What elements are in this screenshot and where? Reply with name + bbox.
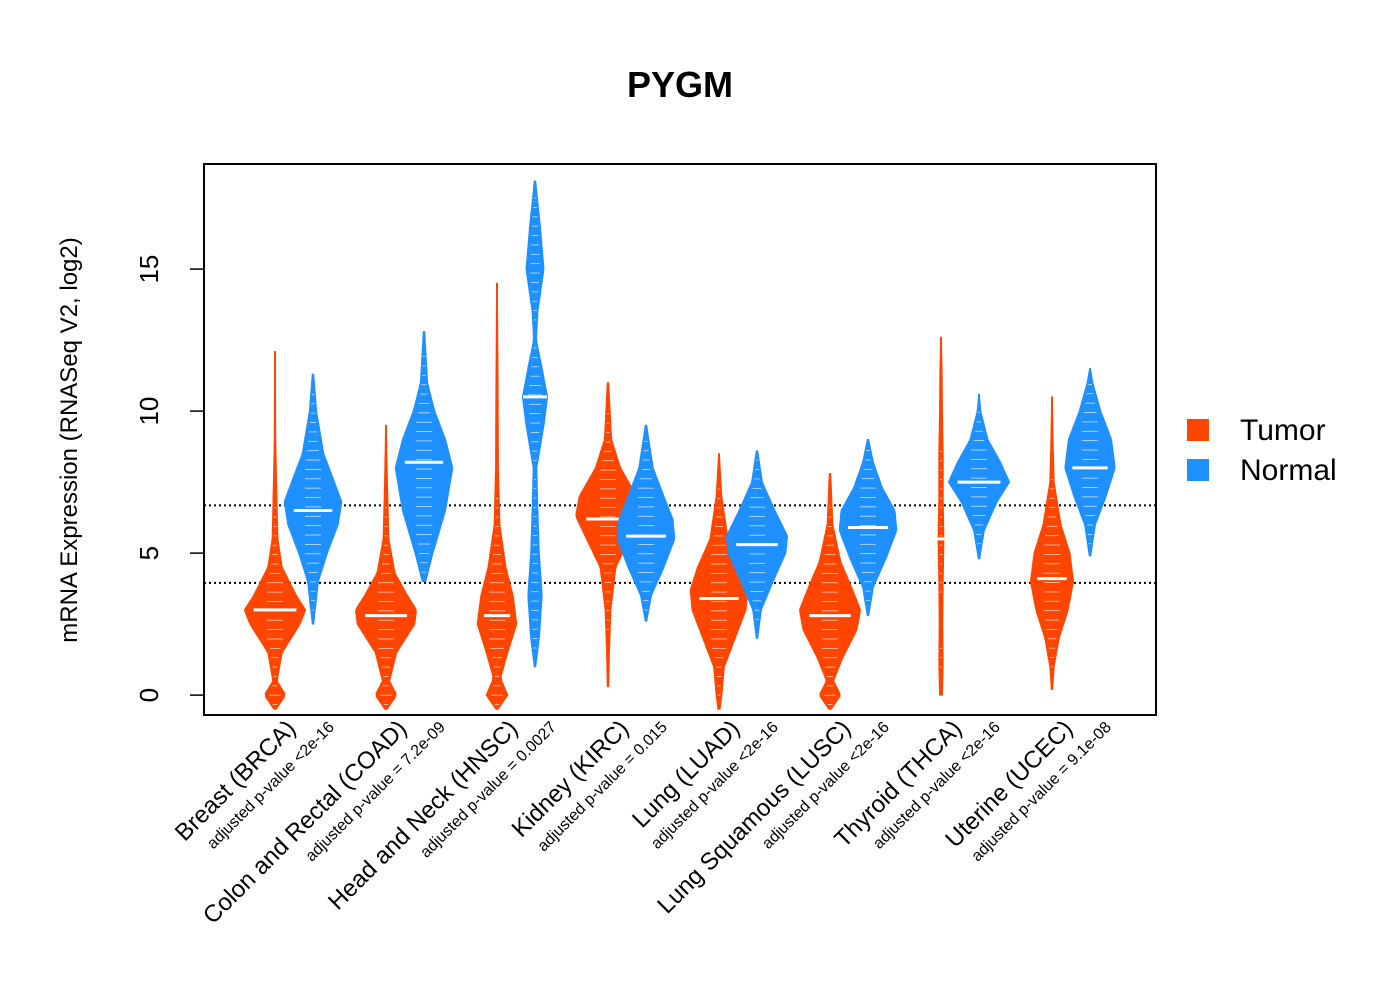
violin-normal-5 <box>725 450 789 639</box>
violin-tumor-8 <box>1029 396 1075 690</box>
plot-frame <box>203 163 1157 716</box>
violin-tumor-7 <box>929 336 953 696</box>
violin-normal-4 <box>616 424 676 622</box>
y-tick-label: 5 <box>134 546 164 560</box>
violin-normal-8 <box>1064 368 1116 557</box>
violin-normal-4-body <box>616 424 676 622</box>
violin-tumor-6 <box>798 473 862 710</box>
legend-swatch-normal <box>1187 459 1209 481</box>
violin-normal-1-body <box>283 373 343 625</box>
violin-normal-2-body <box>394 331 454 582</box>
violin-tumor-3-body <box>476 282 518 710</box>
violin-tumor-8-body <box>1029 396 1075 690</box>
violin-tumor-6-body <box>798 473 862 710</box>
violins <box>243 180 1116 710</box>
chart-title: PYGM <box>627 64 733 105</box>
violin-normal-7 <box>947 393 1011 560</box>
violin-tumor-2-body <box>355 424 417 710</box>
violin-tumor-7-body <box>937 336 945 696</box>
violin-tumor-5-body <box>689 453 749 710</box>
legend: Tumor Normal <box>1187 414 1337 487</box>
violin-tumor-3 <box>476 282 518 710</box>
x-axis-labels: Breast (BRCA)adjusted p-value <2e-16Colo… <box>170 715 1115 929</box>
violin-normal-8-body <box>1064 368 1116 557</box>
y-tick-label: 15 <box>134 255 164 284</box>
violin-tumor-4-body <box>575 382 641 688</box>
y-tick-label: 10 <box>134 397 164 426</box>
violin-tumor-1-body <box>243 351 307 710</box>
legend-swatch-tumor <box>1187 419 1209 441</box>
violin-normal-2 <box>394 331 454 582</box>
legend-label-tumor: Tumor <box>1240 414 1326 447</box>
violin-normal-6 <box>838 439 898 617</box>
violin-normal-3 <box>521 180 549 668</box>
legend-label-normal: Normal <box>1240 454 1337 487</box>
reference-lines <box>204 504 1156 584</box>
violin-tumor-2 <box>355 424 417 710</box>
y-axis-label: mRNA Expression (RNASeq V2, log2) <box>56 237 83 643</box>
y-tick-label: 0 <box>134 688 164 702</box>
violin-normal-1 <box>283 373 343 625</box>
violin-normal-3-body <box>521 180 549 668</box>
y-axis: 0 5 10 15 <box>134 255 205 702</box>
violin-normal-7-body <box>947 393 1011 560</box>
violin-tumor-1 <box>243 351 307 710</box>
violin-tumor-5 <box>689 453 749 710</box>
